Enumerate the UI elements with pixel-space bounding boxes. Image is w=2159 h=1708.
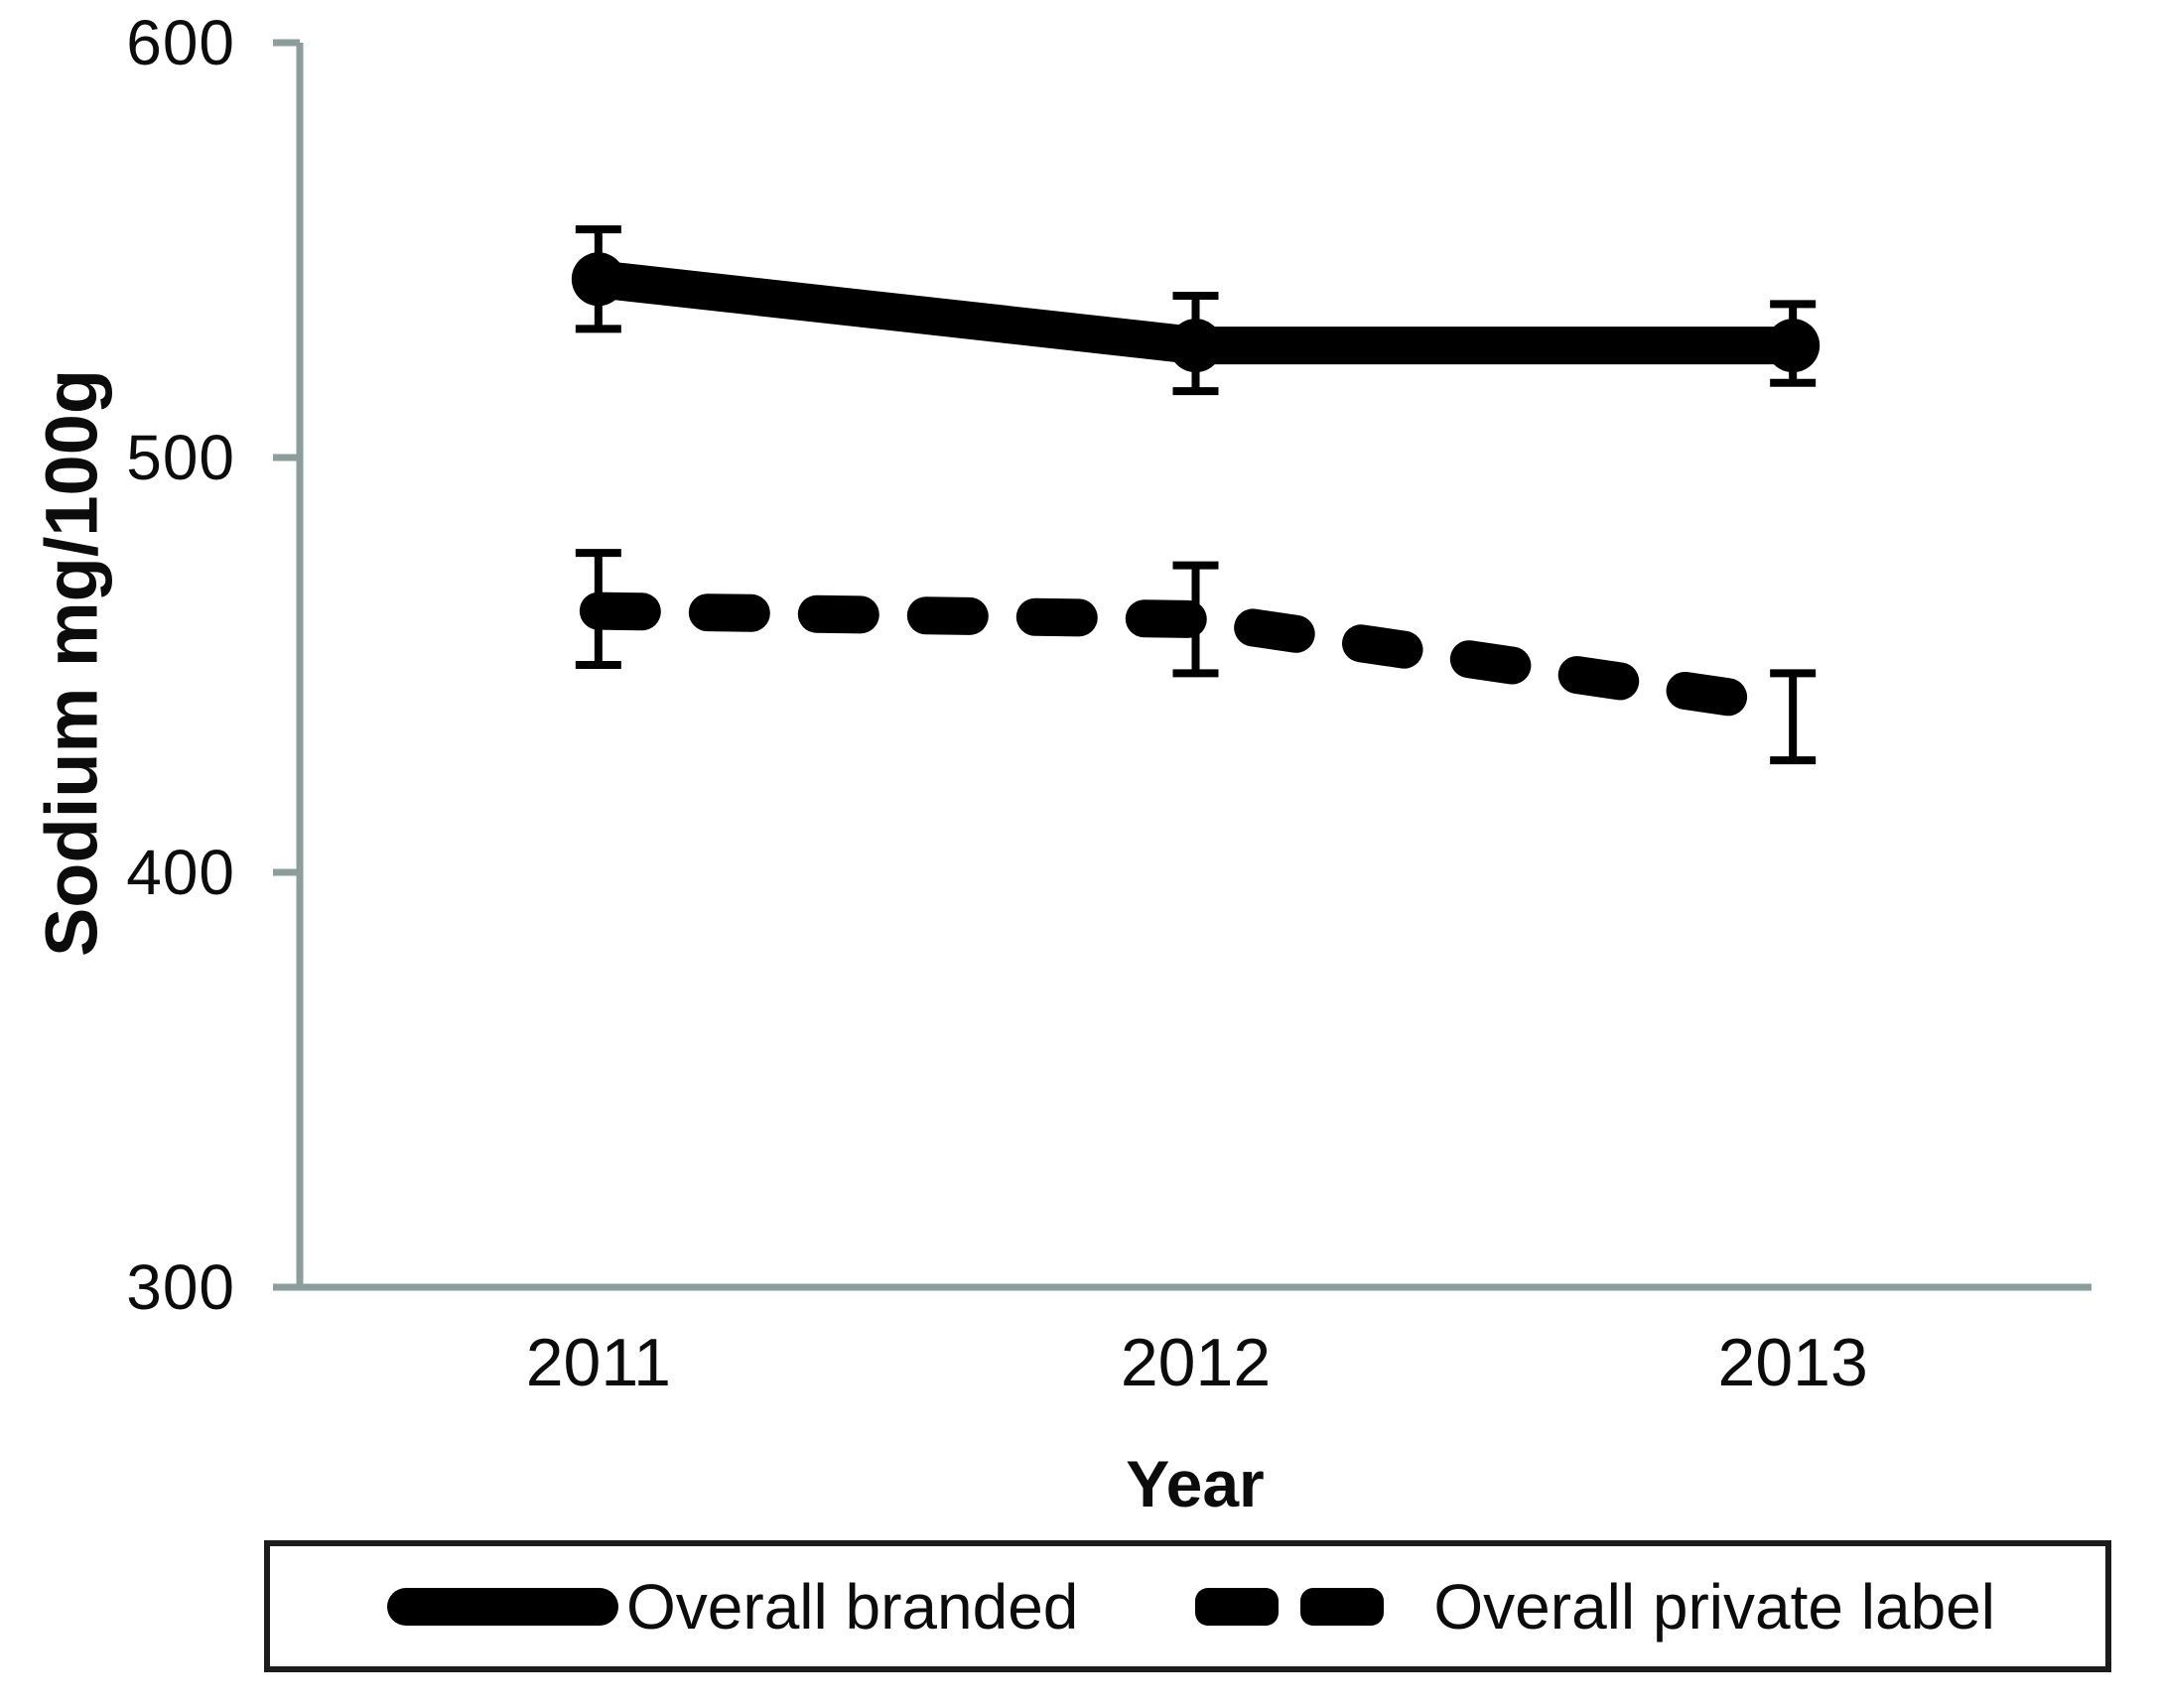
legend-item-private-label: Overall private label (1195, 1572, 1995, 1642)
solid-line-swatch (387, 1587, 618, 1626)
x-tick-label: 2013 (1717, 1325, 1868, 1400)
legend-label-branded: Overall branded (626, 1570, 1079, 1642)
dash-segment (1195, 1587, 1280, 1626)
y-tick-label: 300 (126, 1251, 235, 1323)
x-axis-title: Year (1126, 1447, 1265, 1520)
y-tick-label: 400 (126, 837, 235, 908)
dash-segment (1300, 1587, 1385, 1626)
legend-item-branded: Overall branded (387, 1572, 1078, 1642)
y-tick-label: 600 (126, 7, 235, 78)
legend-label-private: Overall private label (1433, 1570, 1995, 1642)
x-tick-label: 2012 (1120, 1325, 1272, 1400)
dashed-line-swatch (1195, 1587, 1385, 1626)
legend-box: Overall branded Overall private label (264, 1540, 2111, 1672)
x-tick-label: 2011 (525, 1325, 671, 1400)
y-tick-label: 500 (126, 422, 235, 493)
